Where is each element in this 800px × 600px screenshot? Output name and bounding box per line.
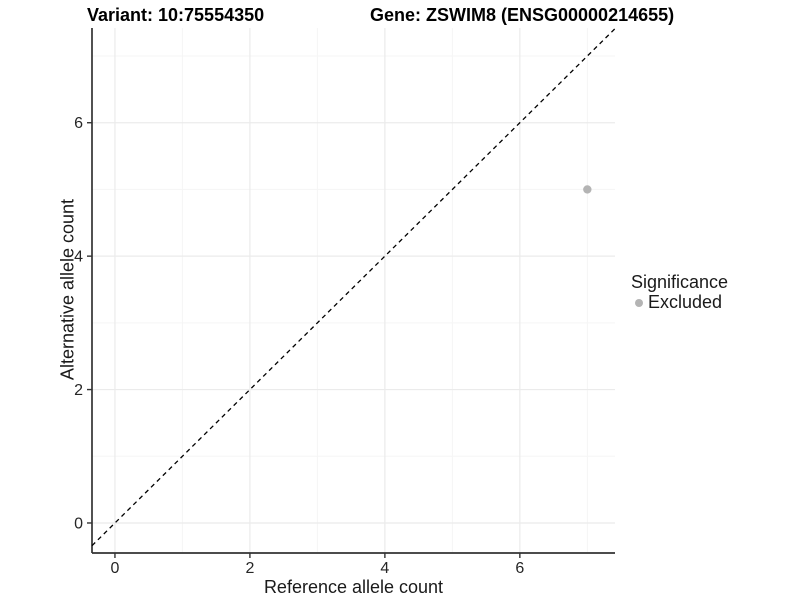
legend: Significance Excluded xyxy=(631,273,728,312)
gene-title: Gene: ZSWIM8 (ENSG00000214655) xyxy=(370,5,675,25)
y-tick-label-6: 6 xyxy=(74,115,83,132)
identity-dashed-line xyxy=(91,28,616,547)
x-tick-label-4: 4 xyxy=(380,560,389,577)
y-tick-label-4: 4 xyxy=(74,249,83,266)
x-tick-label-0: 0 xyxy=(110,560,119,577)
variant-title: Variant: 10:75554350 xyxy=(87,5,265,25)
excluded-swatch-icon xyxy=(635,298,643,307)
legend-item-label: Excluded xyxy=(648,292,723,312)
data-point-excluded-0 xyxy=(583,185,592,194)
y-axis-title: Alternative allele count xyxy=(57,198,78,381)
y-tick-label-2: 2 xyxy=(74,382,83,399)
x-tick-label-6: 6 xyxy=(515,560,524,577)
legend-item-excluded: Excluded xyxy=(631,292,728,312)
x-tick-label-2: 2 xyxy=(245,560,254,577)
y-tick-label-0: 0 xyxy=(74,515,83,532)
x-axis-title: Reference allele count xyxy=(263,577,444,597)
legend-title: Significance xyxy=(631,272,729,292)
